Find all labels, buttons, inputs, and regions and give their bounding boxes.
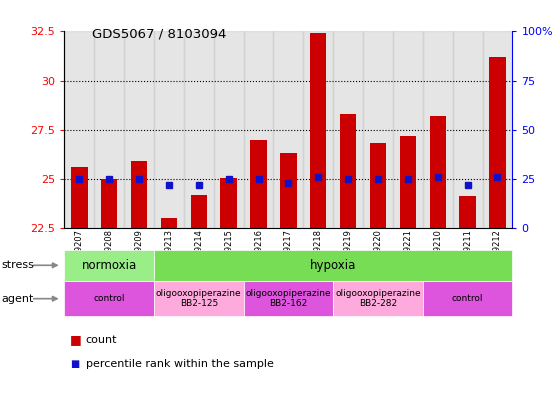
Text: ■: ■ xyxy=(70,358,80,369)
Text: stress: stress xyxy=(2,260,35,270)
Bar xyxy=(370,143,386,228)
Text: GDS5067 / 8103094: GDS5067 / 8103094 xyxy=(92,28,227,40)
Bar xyxy=(340,114,356,228)
Bar xyxy=(131,161,147,228)
Bar xyxy=(393,31,423,228)
Bar xyxy=(190,195,207,228)
Bar xyxy=(273,31,304,228)
Bar xyxy=(184,31,214,228)
Bar xyxy=(154,31,184,228)
Text: oligooxopiperazine
BB2-282: oligooxopiperazine BB2-282 xyxy=(335,289,421,309)
Text: percentile rank within the sample: percentile rank within the sample xyxy=(86,358,273,369)
Text: control: control xyxy=(94,294,125,303)
Bar xyxy=(64,31,94,228)
Bar xyxy=(423,31,452,228)
Bar xyxy=(483,31,512,228)
Bar xyxy=(221,178,237,228)
Bar xyxy=(489,57,506,228)
Text: oligooxopiperazine
BB2-162: oligooxopiperazine BB2-162 xyxy=(246,289,331,309)
Bar xyxy=(250,140,267,228)
Text: hypoxia: hypoxia xyxy=(310,259,356,272)
Bar xyxy=(400,136,416,228)
Bar xyxy=(310,33,326,228)
Text: control: control xyxy=(452,294,483,303)
Bar xyxy=(71,167,87,228)
Bar xyxy=(280,153,297,228)
Bar xyxy=(333,31,363,228)
Bar xyxy=(161,218,177,228)
Bar xyxy=(94,31,124,228)
Bar xyxy=(430,116,446,228)
Text: count: count xyxy=(86,335,117,345)
Bar xyxy=(459,196,476,228)
Bar xyxy=(363,31,393,228)
Bar xyxy=(101,179,118,228)
Bar xyxy=(214,31,244,228)
Text: ■: ■ xyxy=(70,333,82,347)
Bar xyxy=(304,31,333,228)
Bar xyxy=(452,31,483,228)
Text: normoxia: normoxia xyxy=(82,259,137,272)
Text: oligooxopiperazine
BB2-125: oligooxopiperazine BB2-125 xyxy=(156,289,241,309)
Text: agent: agent xyxy=(2,294,34,304)
Bar xyxy=(124,31,154,228)
Bar xyxy=(244,31,273,228)
